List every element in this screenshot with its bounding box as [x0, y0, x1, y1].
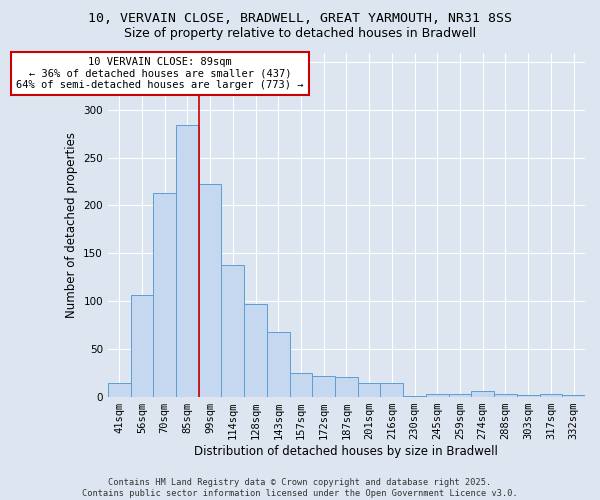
Bar — [267, 332, 290, 396]
Bar — [244, 304, 267, 396]
Bar — [449, 394, 472, 396]
Bar — [221, 264, 244, 396]
Bar — [131, 296, 153, 396]
Bar — [380, 383, 403, 396]
Bar — [153, 193, 176, 396]
Text: 10, VERVAIN CLOSE, BRADWELL, GREAT YARMOUTH, NR31 8SS: 10, VERVAIN CLOSE, BRADWELL, GREAT YARMO… — [88, 12, 512, 26]
Y-axis label: Number of detached properties: Number of detached properties — [65, 132, 77, 318]
Text: Size of property relative to detached houses in Bradwell: Size of property relative to detached ho… — [124, 28, 476, 40]
Bar — [335, 378, 358, 396]
Bar — [539, 394, 562, 396]
Text: 10 VERVAIN CLOSE: 89sqm
← 36% of detached houses are smaller (437)
64% of semi-d: 10 VERVAIN CLOSE: 89sqm ← 36% of detache… — [16, 57, 304, 90]
Bar — [562, 394, 585, 396]
Bar — [517, 394, 539, 396]
Bar — [472, 391, 494, 396]
Bar — [176, 125, 199, 396]
Bar — [290, 372, 313, 396]
Bar — [313, 376, 335, 396]
Text: Contains HM Land Registry data © Crown copyright and database right 2025.
Contai: Contains HM Land Registry data © Crown c… — [82, 478, 518, 498]
X-axis label: Distribution of detached houses by size in Bradwell: Distribution of detached houses by size … — [194, 444, 499, 458]
Bar — [494, 394, 517, 396]
Bar — [358, 383, 380, 396]
Bar — [199, 184, 221, 396]
Bar — [426, 394, 449, 396]
Bar — [108, 383, 131, 396]
